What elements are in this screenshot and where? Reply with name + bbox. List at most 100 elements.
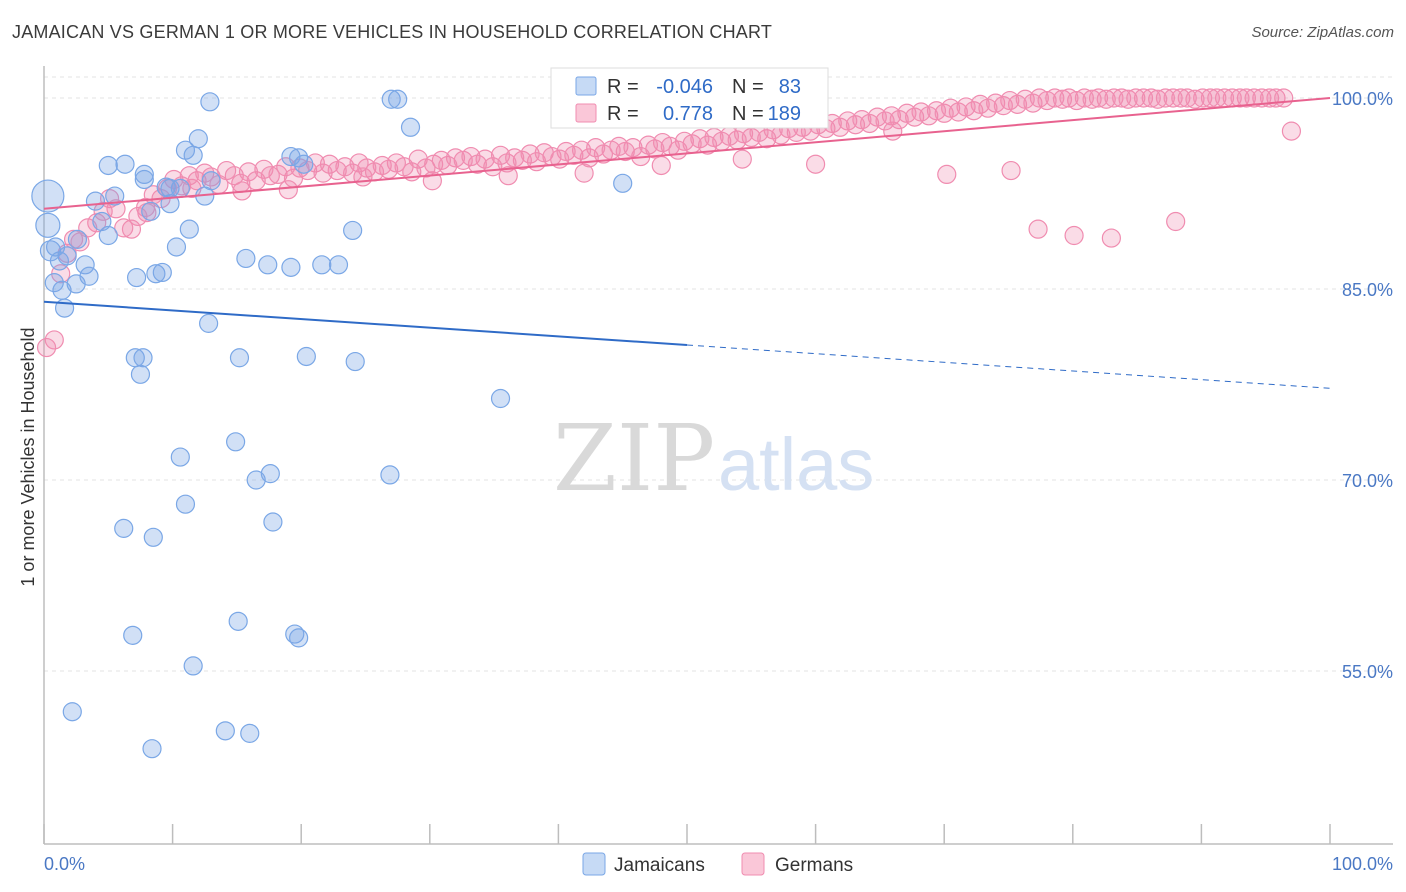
german-point — [1112, 88, 1132, 108]
german-point — [1096, 89, 1116, 109]
german-point — [1163, 88, 1183, 108]
jamaican-point — [201, 171, 221, 191]
german-point — [319, 154, 340, 174]
german-point — [1166, 211, 1186, 232]
german-point — [1023, 93, 1043, 113]
german-point — [805, 154, 826, 174]
german-point — [490, 145, 511, 165]
jamaican-point — [296, 346, 316, 367]
ger-n-label: N = — [732, 103, 764, 125]
german-point — [1274, 88, 1294, 108]
jamaican-point — [613, 173, 633, 193]
jamaican-point — [67, 229, 88, 249]
german-point — [937, 164, 957, 184]
jam-n-value: 83 — [779, 76, 801, 98]
german-point — [1200, 88, 1221, 108]
ger-n-value: 189 — [768, 103, 801, 125]
german-point — [512, 150, 532, 170]
german-point — [609, 136, 629, 156]
german-point — [520, 144, 540, 164]
jamaican-point — [179, 219, 199, 239]
german-point — [889, 110, 909, 130]
stats-box-bg — [550, 67, 829, 129]
german-point — [574, 163, 594, 183]
german-point — [1101, 228, 1121, 248]
jamaican-point — [381, 89, 401, 109]
jamaican-point — [141, 201, 161, 221]
trend-lines — [43, 97, 1331, 389]
jamaican-point — [152, 262, 172, 283]
jamaican-point — [263, 512, 283, 532]
jamaicans-swatch-stats — [575, 76, 597, 96]
german-point — [1045, 88, 1065, 108]
german-point — [1133, 88, 1154, 108]
german-point — [1074, 88, 1094, 108]
jamaican-point — [166, 237, 187, 257]
y-tick-label: 70.0% — [1342, 471, 1393, 491]
watermark: ZIP atlas — [553, 405, 874, 512]
jamaican-point — [44, 273, 64, 293]
jamaican-point — [285, 624, 305, 644]
german-point — [1141, 88, 1161, 108]
german-point — [986, 93, 1006, 113]
jamaican-point — [85, 191, 106, 211]
jamaican-point — [98, 155, 118, 176]
german-point — [1028, 219, 1048, 239]
jamaican-point — [57, 246, 77, 266]
german-point — [875, 111, 895, 131]
jam-n-label: N = — [732, 76, 764, 98]
jamaican-point — [130, 364, 151, 384]
german-point — [1082, 89, 1102, 109]
german-point — [498, 166, 518, 186]
stats-box: R = -0.046 N = 83 R = 0.778 N = 189 — [550, 67, 829, 129]
jamaican-point — [126, 267, 147, 288]
jamaican-point — [345, 351, 365, 372]
legend-label-germans: Germans — [775, 855, 853, 876]
source-label: Source: ZipAtlas.com — [1251, 24, 1394, 41]
german-point — [1171, 88, 1191, 108]
german-point — [44, 330, 64, 350]
legend-swatch-jamaicans — [582, 852, 606, 876]
german-point — [1148, 89, 1168, 109]
german-point — [1067, 90, 1087, 111]
jamaican-point — [236, 248, 256, 269]
jamaicans-trend-line — [43, 300, 688, 347]
jamaican-point — [123, 625, 143, 645]
german-point — [645, 139, 665, 159]
german-point — [445, 148, 466, 168]
german-point — [674, 131, 695, 151]
jamaican-point — [115, 154, 135, 174]
german-point — [1193, 88, 1213, 108]
jamaican-point — [229, 348, 250, 368]
german-point — [934, 103, 954, 123]
jamaican-point — [31, 179, 65, 213]
german-point — [1059, 88, 1079, 108]
x-tick-min: 0.0% — [44, 854, 85, 874]
jamaicans-trend-extension — [686, 344, 1331, 389]
y-axis-title: 1 or more Vehicles in Household — [18, 327, 38, 586]
german-point — [697, 135, 718, 155]
watermark-atlas: atlas — [718, 423, 874, 506]
jamaican-point — [75, 255, 95, 275]
jamaican-point — [183, 145, 203, 165]
jamaican-point — [188, 129, 208, 149]
jamaican-point — [114, 518, 134, 538]
jamaican-point — [134, 164, 154, 184]
legend-label-jamaicans: Jamaicans — [614, 855, 705, 876]
jamaican-point — [133, 348, 153, 368]
jamaican-point — [170, 178, 190, 199]
german-point — [1001, 160, 1021, 181]
jamaican-point — [92, 211, 112, 232]
jamaican-point — [143, 527, 163, 547]
x-tick-max: 100.0% — [1332, 854, 1393, 874]
german-point — [114, 218, 134, 238]
germans-trend-line — [43, 97, 1331, 210]
series-jamaicans — [31, 89, 633, 759]
german-point — [690, 129, 710, 149]
jamaican-point — [289, 148, 309, 168]
jamaican-point — [490, 388, 511, 409]
german-point — [1088, 88, 1109, 108]
jamaican-point — [226, 432, 246, 452]
jamaican-point — [98, 225, 118, 246]
